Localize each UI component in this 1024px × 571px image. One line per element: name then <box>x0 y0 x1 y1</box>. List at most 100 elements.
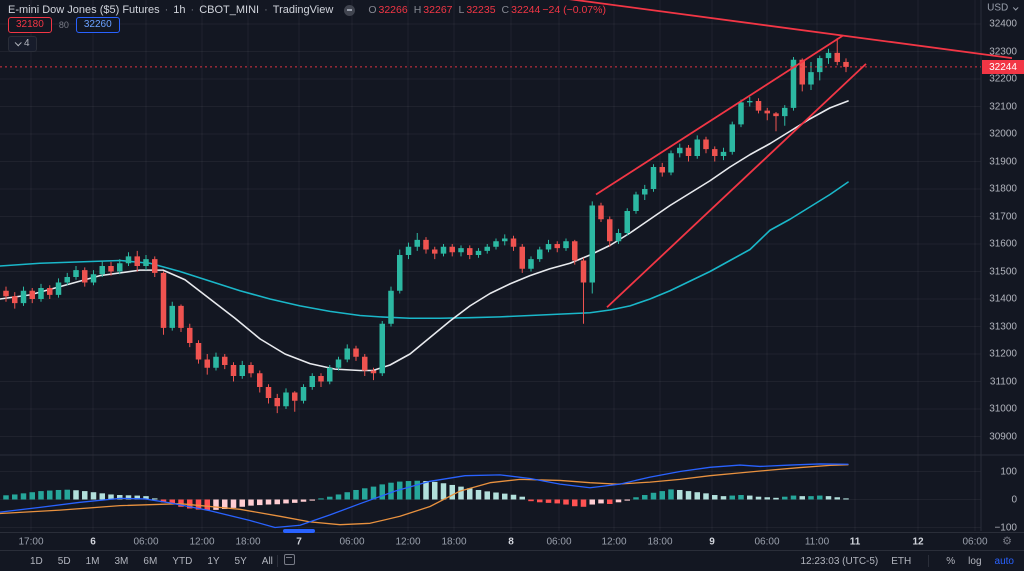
macd-histogram-bar <box>720 496 727 500</box>
auto-scale-button[interactable]: auto <box>994 555 1014 567</box>
log-scale-button[interactable]: log <box>968 555 982 567</box>
candle-body <box>414 239 420 247</box>
range-button-ytd[interactable]: YTD <box>172 555 193 567</box>
macd-histogram-bar <box>467 488 473 500</box>
candle-body <box>502 238 508 242</box>
macd-histogram-bar <box>598 499 604 504</box>
candle-body <box>572 241 578 261</box>
time-axis-label: 06:00 <box>133 536 159 547</box>
ohlc-readout: O 32266 H 32267 L 32235 C 32244 −24 (−0.… <box>368 4 606 16</box>
candle-body <box>834 52 840 62</box>
currency-selector[interactable]: USD <box>987 2 1019 14</box>
range-button-3m[interactable]: 3M <box>114 555 129 567</box>
exchange-name[interactable]: CBOT_MINI <box>199 4 260 16</box>
candle-body <box>47 288 53 295</box>
macd-histogram-bar <box>283 499 289 504</box>
interval-value[interactable]: 1h <box>173 4 186 16</box>
currency-label: USD <box>987 2 1009 14</box>
candle-body <box>12 296 18 304</box>
candle-body <box>73 270 79 277</box>
macd-histogram-bar <box>668 489 674 500</box>
macd-histogram-bar <box>615 499 622 503</box>
candle-body <box>125 256 132 264</box>
sell-order-badge[interactable]: 32180 <box>8 17 52 33</box>
range-button-1m[interactable]: 1M <box>85 555 100 567</box>
channel-upper-trendline[interactable] <box>595 34 844 196</box>
candle-body <box>187 327 193 343</box>
channel-lower-trendline[interactable] <box>606 63 867 308</box>
candle-body <box>379 323 385 374</box>
candle-body <box>764 110 770 114</box>
candle-body <box>432 249 438 254</box>
candlestick-chart-canvas[interactable] <box>0 0 1024 532</box>
more-options-icon[interactable] <box>344 4 356 16</box>
macd-histogram-bar <box>335 494 342 500</box>
candle-body <box>64 277 70 283</box>
macd-histogram-bar <box>563 499 569 505</box>
time-axis-label: 18:00 <box>441 536 467 547</box>
time-axis-label: 12:00 <box>601 536 627 547</box>
macd-histogram-bar <box>344 492 350 500</box>
candle-body <box>650 167 657 189</box>
macd-histogram-bar <box>230 499 237 508</box>
price-axis[interactable]: USD 32400 32300 32200 32100 32000 31900 31800 3… <box>982 0 1024 533</box>
range-button-1d[interactable]: 1D <box>30 555 43 567</box>
high-label: H <box>413 4 422 16</box>
chevron-down-icon <box>14 39 22 47</box>
session-eth-button[interactable]: ETH <box>891 555 912 567</box>
time-axis-day-label: 12 <box>912 536 924 547</box>
range-button-5y[interactable]: 5Y <box>234 555 247 567</box>
range-button-1y[interactable]: 1Y <box>207 555 220 567</box>
candle-body <box>799 59 805 85</box>
indicator-axis-label: 100 <box>1000 466 1017 477</box>
candle-body <box>38 288 44 299</box>
macd-histogram-bar <box>204 499 210 511</box>
range-button-5d[interactable]: 5D <box>57 555 71 567</box>
range-button-all[interactable]: All <box>261 555 273 567</box>
macd-histogram-bar <box>178 499 184 507</box>
candle-body <box>484 246 490 251</box>
macd-histogram-bar <box>397 481 403 500</box>
macd-histogram-bar <box>747 495 753 500</box>
order-quantity: 80 <box>58 20 69 30</box>
gear-icon[interactable]: ⚙ <box>1002 535 1012 547</box>
macd-histogram-bar <box>502 493 508 500</box>
candle-body <box>405 246 412 255</box>
candle-body <box>624 211 630 233</box>
candle-body <box>20 290 27 304</box>
change-value: −24 (−0.07%) <box>542 4 606 16</box>
last-price-tag: 32244 <box>982 60 1024 74</box>
percent-scale-button[interactable]: % <box>946 555 956 567</box>
candle-body <box>3 290 9 297</box>
indicators-collapse-button[interactable]: 4 <box>8 36 37 52</box>
macd-histogram-bar <box>309 499 315 501</box>
macd-histogram-bar <box>29 492 35 500</box>
bottom-toolbar: 1D 5D 1M 3M 6M YTD 1Y 5Y All 12:23:03 (UTC-5) ET… <box>0 550 1024 571</box>
go-to-date-button[interactable] <box>283 554 295 568</box>
candle-body <box>309 376 315 387</box>
candle-body <box>615 233 622 242</box>
macd-histogram-bar <box>379 484 385 500</box>
range-button-6m[interactable]: 6M <box>143 555 158 567</box>
time-axis[interactable]: ⚙ 17:00 6 06:00 12:00 18:00 7 06:00 12:00 18:00 8… <box>0 532 1024 550</box>
descending-resistance-trendline[interactable] <box>566 0 1013 59</box>
candle-body <box>755 101 762 111</box>
provider-name[interactable]: TradingView <box>272 4 334 16</box>
price-axis-label: 30900 <box>989 431 1017 442</box>
buy-order-badge[interactable]: 32260 <box>75 17 120 33</box>
candle-body <box>729 124 735 152</box>
separator: · <box>264 4 268 16</box>
candle-body <box>712 149 718 156</box>
candle-body <box>493 241 499 247</box>
time-axis-highlight <box>283 529 315 533</box>
slow-moving-average-line <box>0 181 849 320</box>
candle-body <box>528 259 534 269</box>
time-axis-label: 11:00 <box>804 536 830 547</box>
macd-histogram-bar <box>519 496 525 500</box>
time-axis-day-label: 7 <box>296 536 302 547</box>
clock[interactable]: 12:23:03 (UTC-5) <box>800 555 879 567</box>
symbol-title[interactable]: E-mini Dow Jones ($5) Futures <box>8 4 160 16</box>
candle-body <box>274 398 280 407</box>
price-axis-label: 31300 <box>989 321 1017 332</box>
macd-histogram-bar <box>607 499 613 504</box>
